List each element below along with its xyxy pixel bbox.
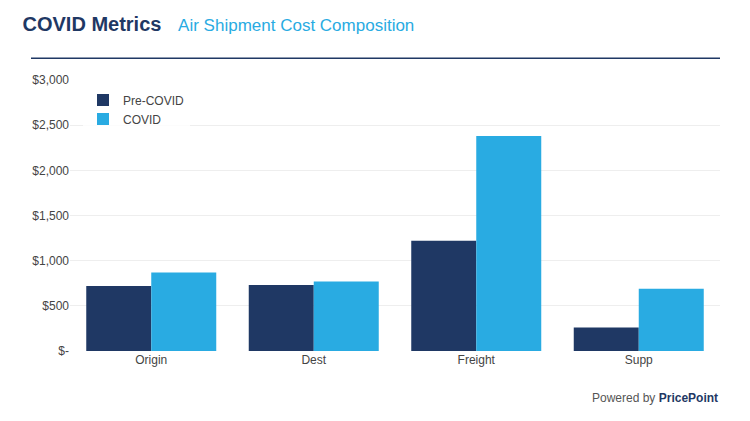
svg-text:$2,500: $2,500 [32, 118, 69, 132]
svg-text:$3,000: $3,000 [32, 73, 69, 87]
svg-text:$500: $500 [42, 299, 69, 313]
svg-text:$1,000: $1,000 [32, 254, 69, 268]
svg-text:Freight: Freight [458, 353, 496, 367]
svg-text:$2,000: $2,000 [32, 164, 69, 178]
svg-text:COVID: COVID [123, 113, 161, 127]
svg-text:Pre-COVID: Pre-COVID [123, 94, 184, 108]
svg-text:$1,500: $1,500 [32, 209, 69, 223]
svg-text:Origin: Origin [135, 353, 167, 367]
svg-text:Supp: Supp [625, 353, 653, 367]
svg-text:Powered by PricePoint: Powered by PricePoint [592, 391, 718, 405]
svg-text:$-: $- [58, 344, 69, 358]
svg-text:COVID Metrics Air Shipment C: COVID Metrics Air Shipment Cost Composit… [23, 13, 415, 35]
svg-text:Dest: Dest [301, 353, 326, 367]
